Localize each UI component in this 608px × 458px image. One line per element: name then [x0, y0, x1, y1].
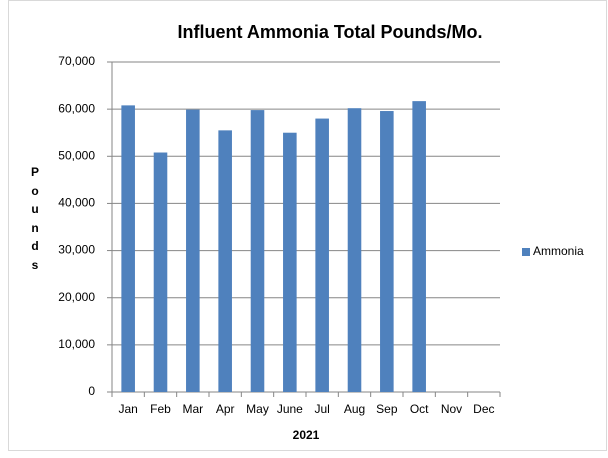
y-axis-label: Pounds: [30, 165, 39, 272]
x-tick-label: Apr: [216, 402, 235, 416]
x-tick-label: Aug: [344, 402, 365, 416]
x-tick-label: Nov: [441, 402, 462, 416]
chart-title: Influent Ammonia Total Pounds/Mo.: [178, 22, 483, 42]
y-tick-label: 60,000: [58, 101, 95, 115]
x-tick-label: Oct: [410, 402, 429, 416]
bar: [347, 108, 362, 392]
bar: [153, 152, 168, 392]
x-axis-label: 2021: [293, 428, 320, 442]
y-tick-label: 0: [88, 384, 95, 398]
bar: [218, 130, 232, 392]
bar: [121, 105, 135, 392]
x-tick-label: Jul: [314, 402, 329, 416]
x-tick-label: June: [277, 402, 303, 416]
x-tick-label: Dec: [473, 402, 494, 416]
bar: [412, 101, 426, 392]
y-tick-label: 70,000: [58, 54, 95, 68]
x-tick-label: Jan: [118, 402, 137, 416]
x-tick-label: Sep: [376, 402, 398, 416]
x-tick-label: Mar: [182, 402, 203, 416]
legend-swatch: [522, 248, 530, 256]
y-tick-label: 10,000: [58, 337, 95, 351]
y-tick-label: 50,000: [58, 148, 95, 162]
y-tick-label: 30,000: [58, 243, 95, 257]
bar: [315, 118, 329, 393]
x-tick-label: May: [246, 402, 269, 416]
x-tick-label: Feb: [150, 402, 171, 416]
legend-label: Ammonia: [533, 244, 584, 258]
bar: [380, 111, 394, 393]
y-tick-label: 20,000: [58, 290, 95, 304]
y-tick-label: 40,000: [58, 196, 95, 210]
chart-border: [8, 0, 607, 451]
bar: [186, 109, 200, 392]
bar: [250, 110, 265, 392]
bar: [283, 132, 297, 392]
